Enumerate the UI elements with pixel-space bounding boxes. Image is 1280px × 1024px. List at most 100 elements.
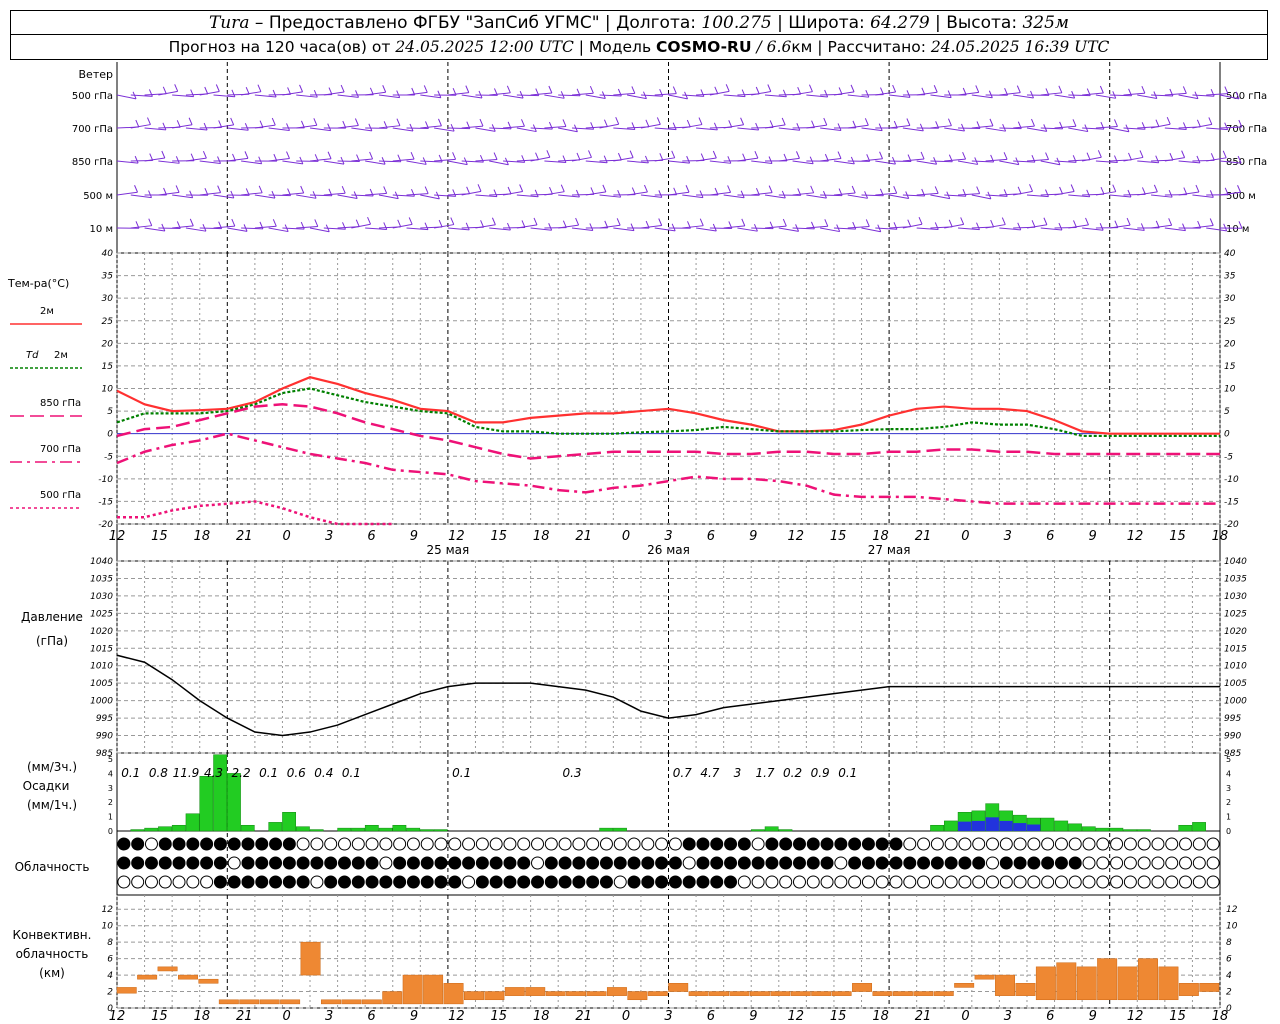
wind-barb xyxy=(875,160,896,165)
cloud-symbol xyxy=(572,837,586,851)
wind-barb xyxy=(957,160,978,165)
wind-barb-feather xyxy=(257,84,262,92)
wind-barb xyxy=(889,194,909,199)
wind-barb xyxy=(461,160,484,163)
wind-barb xyxy=(199,160,221,165)
wind-barb xyxy=(1219,191,1241,196)
wind-barb xyxy=(902,158,925,162)
wind-barb xyxy=(296,94,318,98)
station-name: Tura xyxy=(208,13,250,33)
cloud-symbol xyxy=(503,875,517,889)
conv-x-tick: 21 xyxy=(575,1009,592,1024)
wind-barb-feather xyxy=(878,123,883,131)
conv-tick-left: 4 xyxy=(107,971,113,981)
wind-barb-feather xyxy=(423,85,428,93)
precip-hourly-bar xyxy=(958,821,972,831)
precip-bar xyxy=(309,829,324,832)
cloud-symbol xyxy=(875,875,889,889)
wind-barb-feather xyxy=(1099,85,1104,94)
wind-barb-feather xyxy=(712,150,717,159)
wind-barb xyxy=(971,194,991,200)
wind-barb-feather xyxy=(189,190,194,198)
wind-barb-feather xyxy=(354,118,359,126)
wind-barb xyxy=(985,127,1006,132)
wind-barb xyxy=(461,125,484,129)
wind-barb xyxy=(682,194,704,199)
precip-bar xyxy=(282,812,296,832)
wind-barb-feather xyxy=(616,218,621,226)
precip-3h-label: 0.1 xyxy=(452,766,471,780)
cloud-symbol xyxy=(986,856,1000,870)
wind-barb xyxy=(268,194,291,197)
cloud-symbol xyxy=(531,875,545,889)
wind-barb-feather xyxy=(575,189,580,198)
cloud-symbol xyxy=(1192,856,1206,870)
cloud-symbol xyxy=(1137,856,1151,870)
cloud-symbol xyxy=(1206,837,1220,851)
cloud-symbol xyxy=(724,837,738,851)
cloud-symbol xyxy=(1151,837,1165,851)
wind-barb-feather xyxy=(1169,152,1174,161)
cloud-symbol xyxy=(1027,837,1041,851)
wind-barb xyxy=(585,191,606,196)
cloud-symbol xyxy=(944,875,958,889)
wind-barb xyxy=(1013,190,1033,196)
cloud-symbol xyxy=(282,837,296,851)
cloud-symbol xyxy=(186,875,200,889)
temp-series-line xyxy=(116,432,1220,505)
wind-barb xyxy=(392,127,414,132)
cloud-symbol xyxy=(365,837,379,851)
wind-barb xyxy=(323,160,345,165)
wind-barb xyxy=(723,94,746,98)
conv-x-tick: 3 xyxy=(1004,1009,1012,1024)
precip-3h-label: 0.8 xyxy=(149,766,168,780)
cloud-symbol xyxy=(1082,875,1096,889)
wind-barb-feather xyxy=(397,219,402,228)
wind-barb-feather xyxy=(672,122,677,130)
precip-bar xyxy=(364,824,379,832)
wind-barb xyxy=(130,194,152,199)
temp-tick-right: 20 xyxy=(1224,339,1236,349)
wind-barb xyxy=(213,124,234,129)
cloud-symbol xyxy=(475,875,489,889)
wind-barb-feather xyxy=(1182,223,1186,231)
convective-bar xyxy=(729,991,750,996)
cloud-symbol xyxy=(1206,856,1220,870)
convective-bar xyxy=(280,999,301,1005)
wind-barb-feather xyxy=(396,90,401,98)
precip-3h-label: 0.6 xyxy=(287,766,306,780)
grid-layer xyxy=(116,62,1221,1009)
wind-barb xyxy=(1013,94,1034,99)
cloud-symbol xyxy=(117,837,131,851)
convective-bar xyxy=(239,999,260,1005)
wind-barb-feather xyxy=(452,152,457,160)
wind-barb xyxy=(392,194,415,197)
legend-label: 2м xyxy=(40,306,54,317)
cloud-symbol xyxy=(586,875,600,889)
wind-barb xyxy=(227,127,249,131)
convective-bar xyxy=(892,991,913,996)
precip-3h-label: 0.4 xyxy=(314,766,333,780)
precip-bar xyxy=(778,829,793,832)
cloud-symbol xyxy=(434,856,448,870)
wind-barb-feather xyxy=(409,123,414,132)
wind-barb-feather xyxy=(230,117,235,126)
wind-barb xyxy=(1137,191,1158,196)
wind-barb xyxy=(296,194,317,199)
convective-bar xyxy=(606,987,627,996)
wind-barb xyxy=(957,91,979,96)
wind-barb xyxy=(1192,194,1214,198)
wind-barb-feather xyxy=(1085,217,1089,226)
wind-barb-feather xyxy=(686,155,691,164)
cloud-symbol xyxy=(930,837,944,851)
cloud-symbol xyxy=(834,837,848,851)
cloud-symbol xyxy=(668,856,682,870)
convective-bar xyxy=(545,991,566,996)
conv-tick-right: 10 xyxy=(1226,922,1238,932)
cloud-symbol xyxy=(1054,837,1068,851)
wind-barb xyxy=(930,125,952,129)
cloud-symbol xyxy=(1041,837,1055,851)
wind-barb xyxy=(241,192,263,196)
cloud-symbol xyxy=(627,837,641,851)
